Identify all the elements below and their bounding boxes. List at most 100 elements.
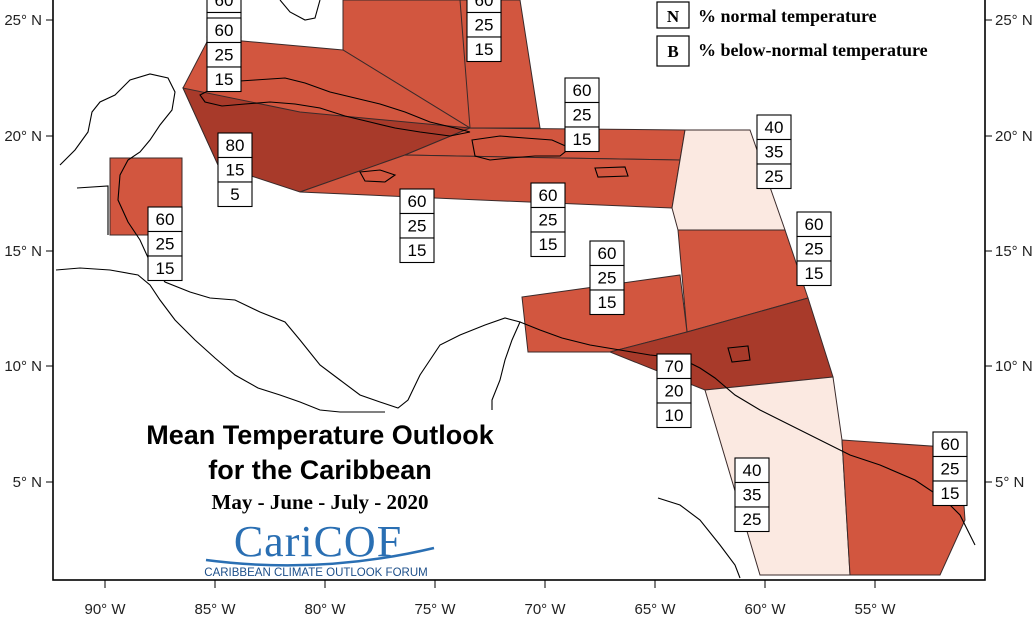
logo-tagline: CARIBBEAN CLIMATE OUTLOOK FORUM: [204, 567, 427, 579]
coastline-colombia: [657, 497, 741, 579]
probability-normal-value: 35: [765, 143, 784, 162]
probability-cell: [656, 402, 692, 429]
probability-cell: [530, 231, 566, 258]
coastline-puerto-rico: [594, 166, 629, 178]
probability-above-value: 60: [598, 244, 617, 263]
probability-box: 60 25 15: [564, 77, 600, 153]
probability-above-value: 60: [215, 0, 234, 10]
probability-above-value: 60: [215, 21, 234, 40]
coastline-pacific: [55, 267, 385, 413]
probability-cell: [734, 481, 770, 508]
probability-below-value: 15: [573, 130, 592, 149]
probability-normal-value: 25: [805, 240, 824, 259]
probability-cell: [734, 506, 770, 533]
probability-cell: [564, 126, 600, 153]
coastline-central-america: [59, 73, 521, 410]
probability-normal-value: 25: [941, 460, 960, 479]
lat-label: 15° N: [4, 243, 42, 260]
probability-cell: [756, 138, 792, 165]
lat-label: 10° N: [4, 358, 42, 375]
legend-entry-text: % below-normal temperature: [698, 40, 928, 60]
probability-cell: [147, 255, 183, 282]
probability-below-value: 15: [598, 293, 617, 312]
probability-below-value: 10: [665, 406, 684, 425]
probability-above-value: 60: [408, 192, 427, 211]
probability-normal-value: 15: [226, 161, 245, 180]
probability-cell: [932, 455, 968, 482]
probability-box: 40 35 25: [756, 114, 792, 190]
lat-label: 20° N: [995, 128, 1033, 145]
probability-cell: [796, 260, 832, 287]
lat-label: 25° N: [4, 12, 42, 29]
probability-below-value: 15: [941, 484, 960, 503]
probability-below-value: 15: [156, 259, 175, 278]
lat-labels-left: 25° N 20° N 15° N 10° N 5° N: [4, 12, 42, 491]
probability-normal-value: 35: [743, 486, 762, 505]
lon-labels: 90° W 85° W 80° W 75° W 70° W 65° W 60° …: [84, 601, 896, 618]
probability-box: 60 25 15: [589, 240, 625, 316]
probability-above-value: 70: [665, 357, 684, 376]
coastline-cuba: [199, 77, 471, 137]
probability-cell: [796, 235, 832, 262]
probability-boxes: 60 25 15 60 25 15 60 25 15 60 25 15 80 15 5 60 25 15 60 25 1…: [147, 0, 968, 533]
coastline-jamaica: [359, 169, 397, 183]
probability-cell: [656, 377, 692, 404]
legend-key-letter: N: [667, 7, 680, 26]
probability-normal-value: 25: [598, 269, 617, 288]
lon-label: 75° W: [414, 601, 456, 618]
title-block: Mean Temperature Outlook for the Caribbe…: [146, 420, 495, 514]
probability-cell: [399, 188, 435, 215]
probability-below-value: 15: [215, 70, 234, 89]
probability-box: 60 25 15: [530, 182, 566, 258]
probability-normal-value: 25: [539, 211, 558, 230]
probability-below-value: 15: [805, 264, 824, 283]
probability-box: 70 20 10: [656, 353, 692, 429]
probability-box: 60 25 15: [796, 211, 832, 287]
lat-label: 20° N: [4, 128, 42, 145]
coastline-yucatan: [76, 185, 109, 235]
lon-ticks: [104, 580, 876, 588]
probability-box: 40 35 25: [734, 457, 770, 533]
probability-normal-value: 25: [475, 16, 494, 35]
probability-above-value: 60: [941, 435, 960, 454]
map-title-line-1: Mean Temperature Outlook: [146, 420, 495, 450]
lat-label: 5° N: [995, 474, 1024, 491]
probability-cell: [656, 353, 692, 380]
coastline-florida: [279, 0, 321, 21]
probability-cell: [564, 77, 600, 104]
probability-cell: [589, 289, 625, 316]
lat-label: 15° N: [995, 243, 1033, 260]
lon-label: 70° W: [524, 601, 566, 618]
logo-swoosh: [205, 546, 435, 567]
probability-normal-value: 25: [215, 46, 234, 65]
legend-key-box: [656, 1, 690, 29]
probability-cell: [756, 163, 792, 190]
probability-cell: [589, 264, 625, 291]
legend-entry-text: % normal temperature: [698, 6, 877, 26]
probability-cell: [466, 36, 502, 63]
probability-above-value: 80: [226, 136, 245, 155]
coastlines: [55, 0, 976, 579]
forecast-regions: [109, 0, 966, 576]
probability-box: 60 25 15: [932, 431, 968, 507]
probability-box: 60 25 15: [147, 206, 183, 282]
lon-label: 80° W: [304, 601, 346, 618]
probability-cell: [206, 17, 242, 44]
coastline-south-america: [519, 321, 976, 546]
probability-cell: [217, 132, 253, 159]
probability-above-value: 40: [743, 461, 762, 480]
lon-label: 65° W: [634, 601, 676, 618]
coastline-hispaniola: [471, 135, 572, 161]
forecast-period: May - June - July - 2020: [212, 490, 429, 514]
caricof-logo: CariCOF CARIBBEAN CLIMATE OUTLOOK FORUM: [204, 517, 435, 579]
probability-below-value: 25: [765, 167, 784, 186]
probability-cell: [589, 240, 625, 267]
coastline-trinidad: [727, 345, 751, 363]
probability-cell: [756, 114, 792, 141]
lon-label: 60° W: [744, 601, 786, 618]
probability-cell: [217, 181, 253, 208]
probability-normal-value: 25: [573, 106, 592, 125]
lon-label: 55° W: [854, 601, 896, 618]
legend-key-letter: B: [667, 42, 678, 61]
probability-cell: [399, 237, 435, 264]
